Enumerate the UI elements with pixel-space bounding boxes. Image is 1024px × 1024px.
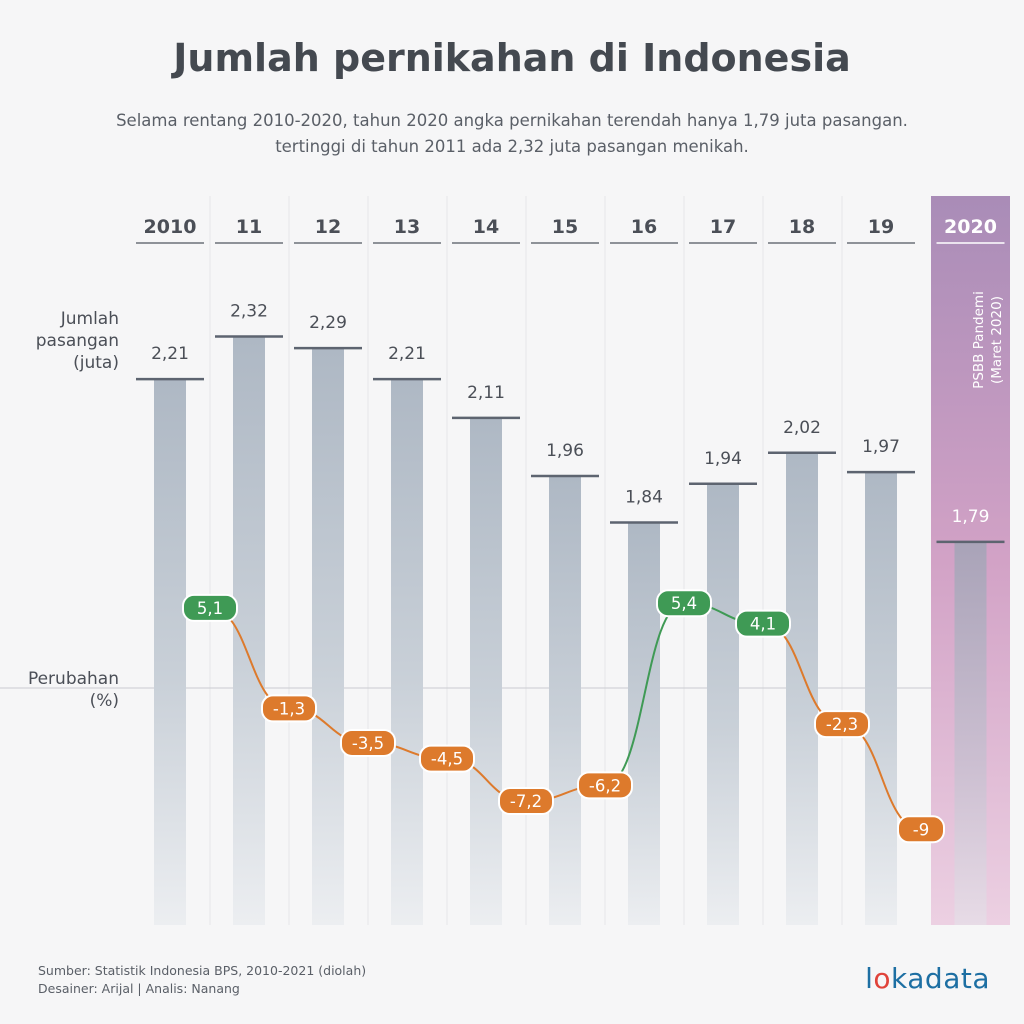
year-label: 15 xyxy=(552,216,578,238)
year-label: 18 xyxy=(789,216,815,238)
change-pill xyxy=(735,609,791,638)
bar-2020 xyxy=(954,541,987,925)
change-label: -6,2 xyxy=(589,776,621,795)
chart-title: Jumlah pernikahan di Indonesia xyxy=(173,36,851,80)
change-pill xyxy=(656,589,712,618)
value-label-13: 2,21 xyxy=(388,344,426,364)
bar-15 xyxy=(549,476,581,925)
brand-text-start: l xyxy=(865,962,874,995)
brand-logo: lokadata xyxy=(865,962,990,995)
highlight-note-line-2: (Maret 2020) xyxy=(989,296,1005,384)
year-label: 2020 xyxy=(944,216,997,238)
year-label: 12 xyxy=(315,216,341,238)
bar-17 xyxy=(707,483,739,925)
change-pill xyxy=(897,815,945,844)
value-label-16: 1,84 xyxy=(625,488,663,508)
value-label-17: 1,94 xyxy=(704,449,742,469)
value-label-19: 1,97 xyxy=(862,437,900,457)
change-label: 4,1 xyxy=(750,615,776,634)
bar-12 xyxy=(312,348,344,925)
change-pill xyxy=(577,771,633,800)
year-label: 11 xyxy=(236,216,262,238)
value-label-14: 2,11 xyxy=(467,383,505,403)
credit-note: Desainer: Arijal | Analis: Nanang xyxy=(38,981,240,996)
year-label: 16 xyxy=(631,216,657,238)
change-label: -3,5 xyxy=(352,734,384,753)
axis-label-count: (juta) xyxy=(73,353,119,373)
change-label: -1,3 xyxy=(273,699,305,718)
bar-14 xyxy=(470,417,502,925)
subtitle-line-1: Selama rentang 2010-2020, tahun 2020 ang… xyxy=(116,111,908,130)
change-pill xyxy=(182,593,238,622)
change-pill xyxy=(419,744,475,773)
bar-19 xyxy=(865,472,897,925)
change-label: -9 xyxy=(913,820,929,839)
change-label: 5,4 xyxy=(671,594,697,613)
change-pill xyxy=(498,787,554,816)
change-label: -7,2 xyxy=(510,792,542,811)
axis-label-change: (%) xyxy=(90,691,119,711)
year-label: 19 xyxy=(868,216,894,238)
axis-label-change: Perubahan xyxy=(28,669,119,689)
axis-label-count: pasangan xyxy=(36,331,119,351)
value-label-12: 2,29 xyxy=(309,313,347,333)
highlight-note-line-1: PSBB Pandemi xyxy=(971,291,987,389)
bar-2010 xyxy=(154,379,186,925)
brand-o-mark: o xyxy=(873,962,892,995)
source-note: Sumber: Statistik Indonesia BPS, 2010-20… xyxy=(38,963,367,978)
bar-13 xyxy=(391,379,423,925)
year-label: 17 xyxy=(710,216,736,238)
change-pill xyxy=(261,694,317,723)
change-label: -4,5 xyxy=(431,750,463,769)
subtitle-line-2: tertinggi di tahun 2011 ada 2,32 juta pa… xyxy=(275,137,749,156)
year-label: 13 xyxy=(394,216,420,238)
year-label: 14 xyxy=(473,216,499,238)
change-pill xyxy=(340,728,396,757)
value-label-2020: 1,79 xyxy=(952,507,990,527)
axis-label-count: Jumlah xyxy=(60,309,119,329)
value-label-11: 2,32 xyxy=(230,302,268,322)
change-label: -2,3 xyxy=(826,715,858,734)
value-label-15: 1,96 xyxy=(546,441,584,461)
value-label-2010: 2,21 xyxy=(151,344,189,364)
bar-18 xyxy=(786,452,818,925)
year-label: 2010 xyxy=(144,216,197,238)
value-label-18: 2,02 xyxy=(783,418,821,438)
change-label: 5,1 xyxy=(197,599,223,618)
change-pill xyxy=(814,710,870,739)
brand-text-end: kadata xyxy=(891,962,990,995)
bar-16 xyxy=(628,522,660,925)
